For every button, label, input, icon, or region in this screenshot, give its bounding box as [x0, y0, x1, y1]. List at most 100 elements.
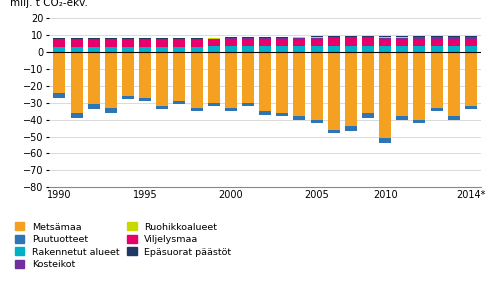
Bar: [362, 38, 374, 46]
Bar: [208, 40, 219, 47]
Bar: [105, 38, 117, 39]
Bar: [448, 39, 460, 46]
Bar: [311, 52, 323, 120]
Bar: [173, 101, 186, 104]
Bar: [242, 46, 254, 52]
Bar: [362, 52, 374, 113]
Bar: [276, 52, 288, 113]
Bar: [122, 52, 134, 96]
Bar: [191, 52, 203, 108]
Bar: [465, 37, 477, 39]
Bar: [379, 138, 391, 143]
Bar: [242, 39, 254, 46]
Bar: [156, 39, 168, 40]
Bar: [105, 39, 117, 40]
Bar: [465, 39, 477, 46]
Bar: [396, 39, 409, 46]
Bar: [122, 47, 134, 52]
Bar: [242, 38, 254, 39]
Bar: [311, 36, 323, 37]
Bar: [259, 39, 271, 46]
Bar: [448, 116, 460, 120]
Bar: [191, 40, 203, 47]
Bar: [208, 52, 219, 103]
Bar: [71, 40, 82, 47]
Bar: [396, 46, 409, 52]
Bar: [379, 37, 391, 39]
Bar: [242, 103, 254, 106]
Bar: [88, 104, 100, 109]
Bar: [88, 40, 100, 47]
Bar: [156, 52, 168, 106]
Bar: [413, 36, 426, 37]
Bar: [105, 108, 117, 113]
Bar: [54, 92, 65, 98]
Bar: [345, 38, 357, 46]
Bar: [311, 120, 323, 123]
Bar: [379, 36, 391, 37]
Bar: [225, 40, 237, 46]
Bar: [294, 52, 305, 116]
Legend: Metsämaa, Puutuotteet, Rakennetut alueet, Kosteikot, Ruohikkoalueet, Viljelysmaa: Metsämaa, Puutuotteet, Rakennetut alueet…: [15, 222, 231, 269]
Bar: [173, 47, 186, 52]
Bar: [465, 106, 477, 109]
Bar: [294, 46, 305, 52]
Bar: [54, 38, 65, 39]
Bar: [156, 40, 168, 47]
Bar: [259, 46, 271, 52]
Bar: [122, 96, 134, 99]
Bar: [362, 37, 374, 38]
Bar: [54, 39, 65, 40]
Bar: [208, 103, 219, 106]
Bar: [54, 52, 65, 92]
Bar: [362, 113, 374, 118]
Bar: [431, 46, 442, 52]
Bar: [345, 36, 357, 37]
Bar: [156, 47, 168, 52]
Bar: [379, 39, 391, 46]
Bar: [88, 52, 100, 104]
Bar: [448, 36, 460, 37]
Bar: [294, 116, 305, 120]
Bar: [276, 46, 288, 52]
Bar: [431, 36, 442, 37]
Bar: [465, 36, 477, 37]
Bar: [88, 39, 100, 40]
Bar: [191, 108, 203, 111]
Bar: [173, 39, 186, 40]
Bar: [173, 38, 186, 39]
Bar: [225, 108, 237, 111]
Bar: [345, 37, 357, 38]
Bar: [225, 37, 237, 38]
Bar: [54, 47, 65, 52]
Bar: [122, 38, 134, 39]
Bar: [327, 46, 340, 52]
Bar: [413, 52, 426, 120]
Bar: [431, 108, 442, 111]
Bar: [431, 39, 442, 46]
Bar: [276, 113, 288, 116]
Bar: [139, 38, 151, 39]
Bar: [259, 37, 271, 38]
Bar: [413, 37, 426, 39]
Bar: [379, 46, 391, 52]
Bar: [311, 39, 323, 46]
Bar: [431, 52, 442, 108]
Bar: [448, 52, 460, 116]
Bar: [448, 37, 460, 39]
Bar: [71, 47, 82, 52]
Bar: [139, 40, 151, 47]
Bar: [191, 47, 203, 52]
Bar: [88, 47, 100, 52]
Bar: [327, 36, 340, 37]
Bar: [259, 38, 271, 39]
Text: milj. t CO₂-ekv.: milj. t CO₂-ekv.: [10, 0, 88, 8]
Bar: [105, 52, 117, 108]
Bar: [242, 37, 254, 38]
Bar: [294, 37, 305, 39]
Bar: [276, 39, 288, 46]
Bar: [448, 46, 460, 52]
Bar: [71, 52, 82, 113]
Bar: [122, 40, 134, 47]
Bar: [105, 47, 117, 52]
